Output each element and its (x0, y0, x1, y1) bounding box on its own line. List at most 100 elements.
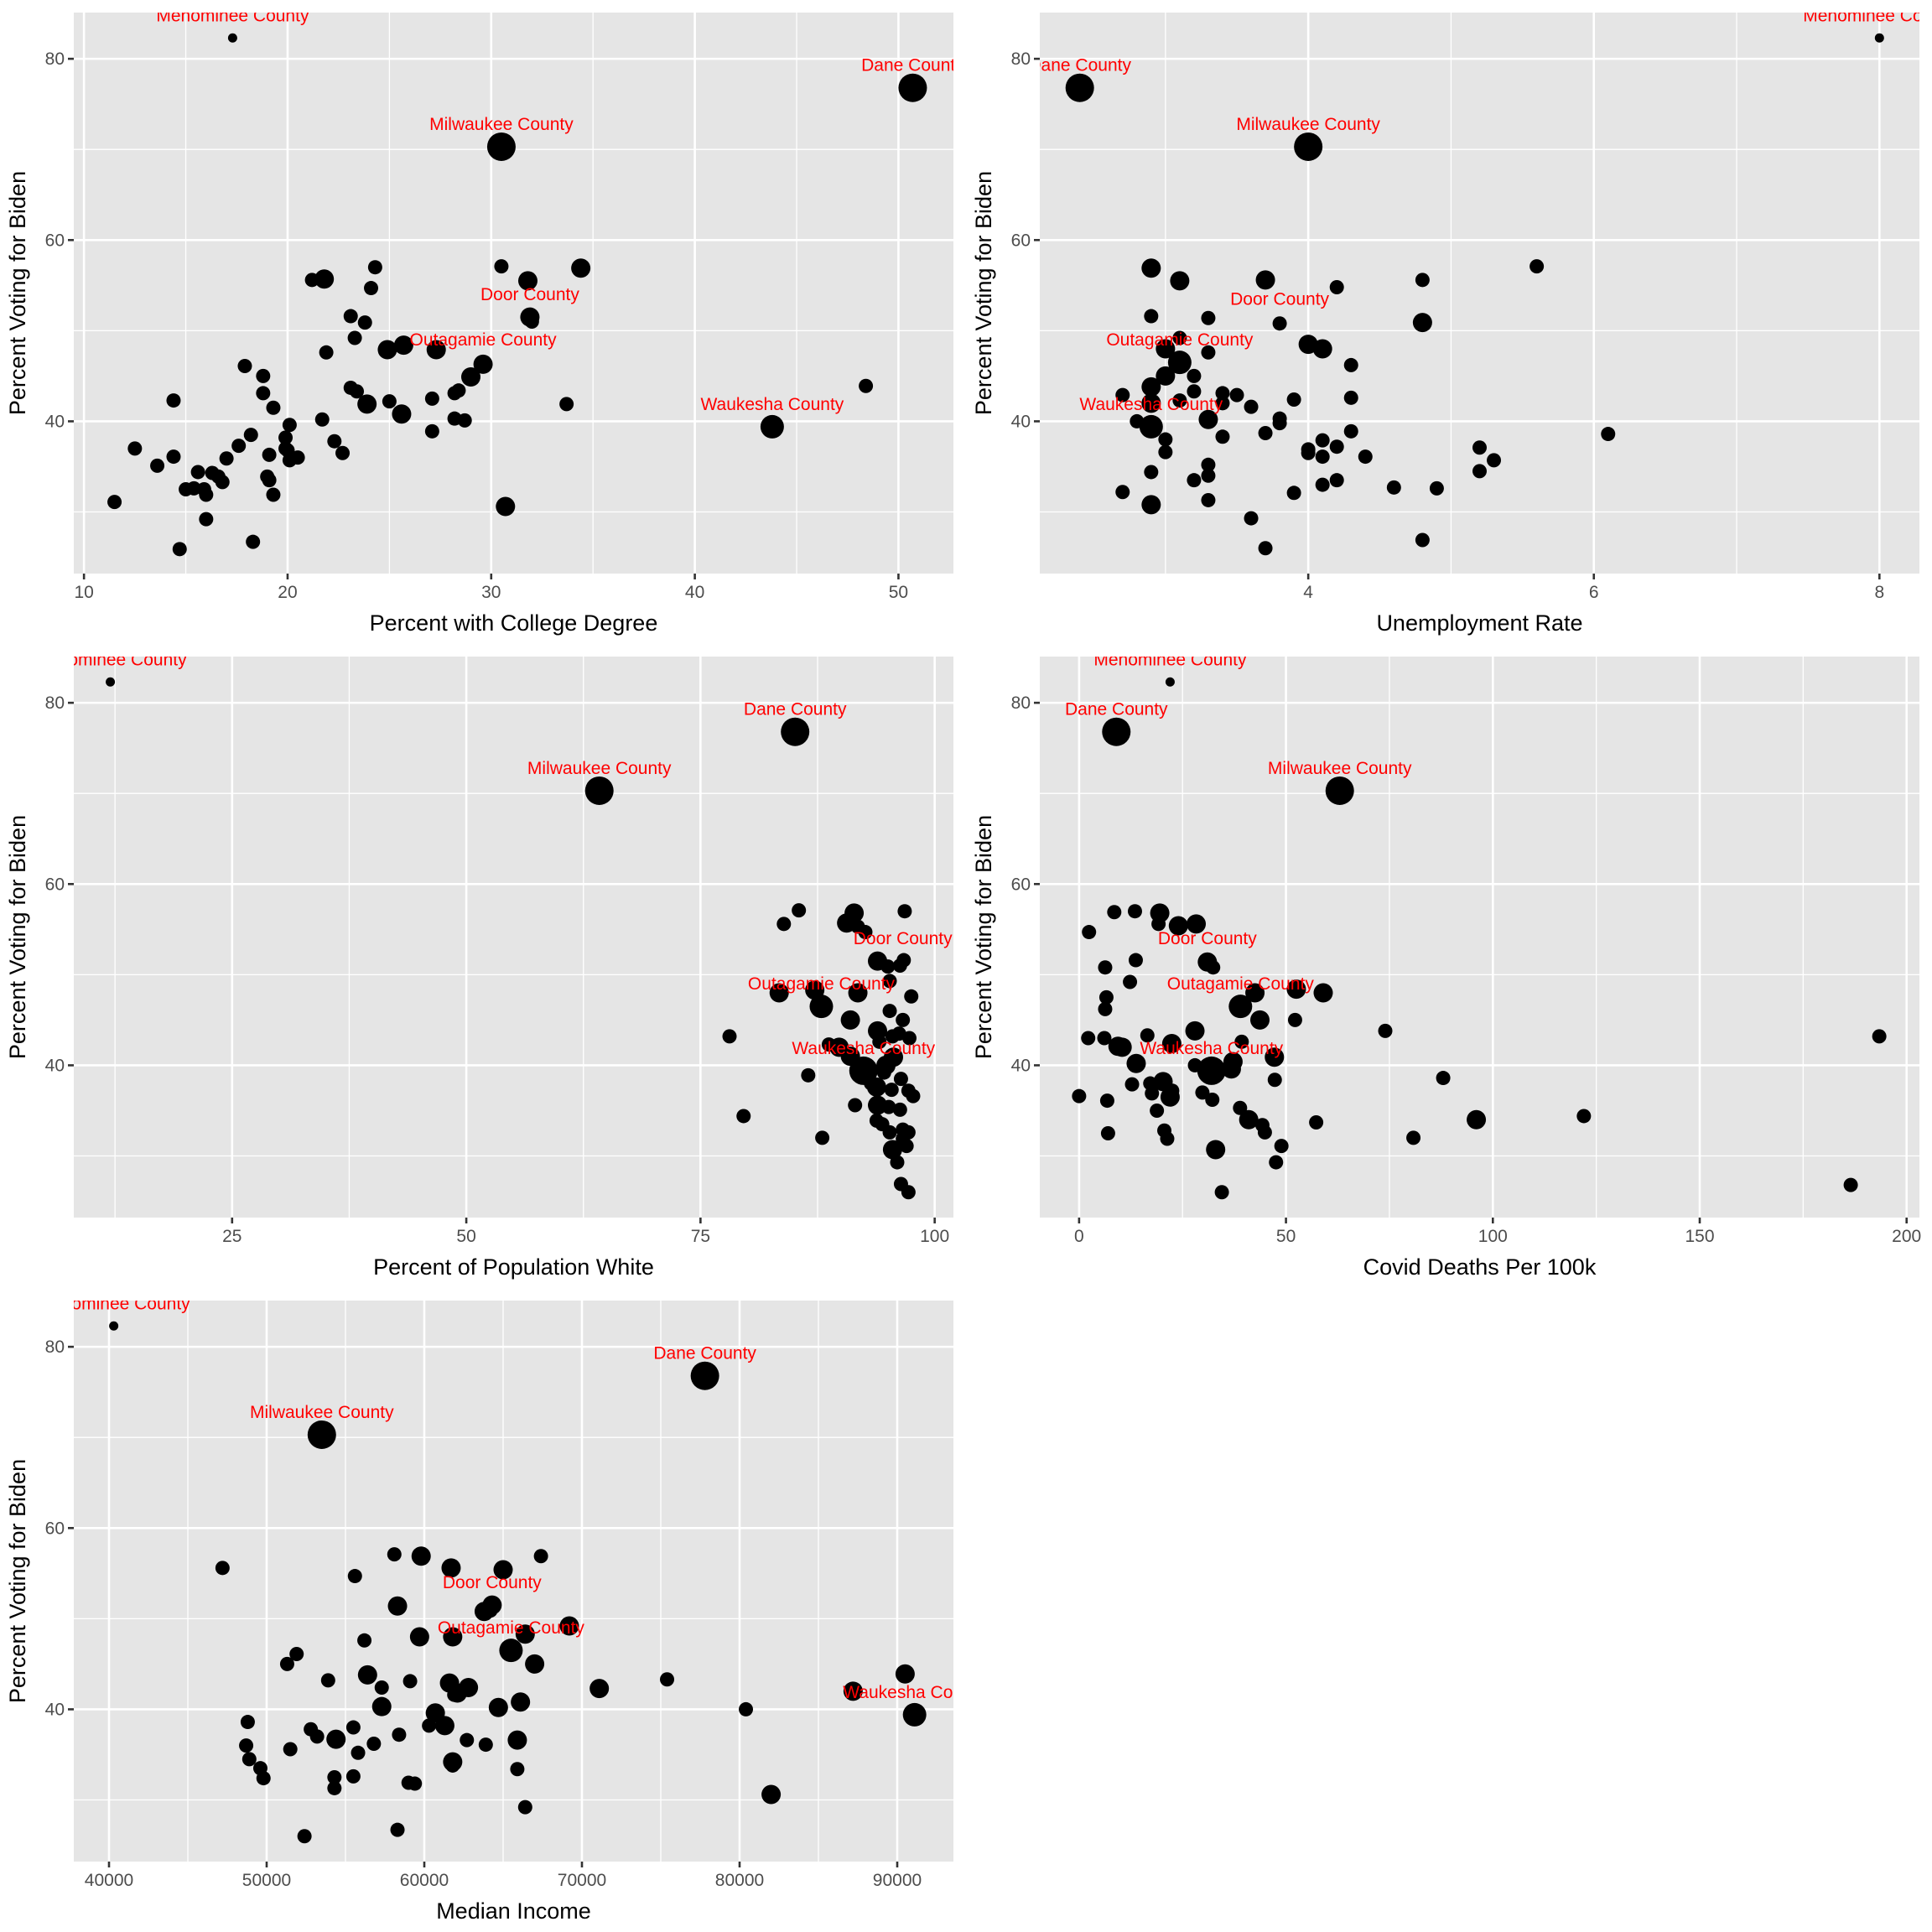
data-point (898, 73, 927, 102)
data-point (1205, 1092, 1220, 1107)
data-point (240, 1715, 255, 1730)
data-point (1267, 1072, 1282, 1088)
data-point (801, 1067, 816, 1083)
data-point (906, 1088, 921, 1104)
data-point (441, 1558, 461, 1578)
data-point (1436, 1071, 1451, 1086)
data-point (881, 1099, 896, 1114)
data-point (1150, 1103, 1165, 1118)
data-point (1201, 492, 1216, 507)
data-point (1244, 399, 1259, 414)
data-point (367, 260, 382, 275)
x-tick-label: 90000 (873, 1871, 922, 1890)
data-point (1272, 316, 1287, 331)
y-tick-label: 40 (45, 1056, 65, 1075)
county-label: Milwaukee County (1268, 759, 1412, 778)
data-point (1245, 983, 1265, 1003)
county-label: Outagamie County (748, 974, 896, 994)
data-point (1151, 917, 1166, 932)
plot-background (1040, 13, 1919, 574)
data-point (1274, 1139, 1289, 1154)
data-point (266, 487, 281, 502)
county-label: Outagamie County (410, 330, 558, 350)
data-point (1098, 960, 1113, 975)
data-point (314, 412, 330, 427)
data-point (1429, 480, 1444, 496)
data-point (882, 1124, 897, 1140)
data-point (1126, 1053, 1146, 1073)
data-point (488, 1697, 508, 1717)
data-point (792, 903, 807, 918)
data-point (1244, 511, 1259, 526)
data-point (239, 1738, 254, 1753)
data-point (1286, 392, 1301, 407)
data-point (809, 995, 834, 1019)
data-point (1165, 677, 1175, 687)
data-point (327, 434, 342, 449)
data-point (1185, 1021, 1205, 1041)
x-axis-title: Median Income (436, 1898, 591, 1924)
data-point (262, 447, 277, 462)
data-point (1197, 1056, 1226, 1085)
data-point (106, 677, 116, 687)
data-point (426, 340, 446, 360)
x-axis-title: Percent with College Degree (370, 610, 658, 636)
data-point (1378, 1023, 1393, 1038)
data-point (884, 1083, 899, 1098)
y-tick-label: 80 (45, 693, 65, 713)
data-point (1294, 132, 1323, 161)
data-point (1325, 776, 1354, 805)
data-point (231, 439, 247, 454)
x-tick-label: 0 (1074, 1227, 1084, 1246)
data-point (1098, 989, 1114, 1005)
data-point (1115, 387, 1130, 402)
data-point (443, 1627, 463, 1647)
data-point (859, 378, 874, 393)
data-point (1141, 258, 1161, 278)
data-point (387, 1547, 402, 1562)
data-point (496, 496, 516, 517)
points-layer (1072, 677, 1887, 1200)
data-point (350, 384, 365, 399)
data-point (1415, 273, 1430, 288)
data-point (722, 1029, 737, 1044)
data-point (347, 330, 362, 345)
points-layer (106, 677, 921, 1200)
data-point (904, 989, 919, 1004)
x-tick-label: 30 (481, 583, 501, 602)
data-point (1343, 357, 1358, 372)
data-point (1127, 904, 1142, 919)
y-axis-title: Percent Voting for Biden (5, 171, 30, 415)
data-point (1576, 1109, 1592, 1124)
y-axis-title: Percent Voting for Biden (5, 815, 30, 1059)
data-point (1156, 339, 1176, 359)
annotations-layer: Menominee County Dane County Milwaukee Cou… (74, 657, 953, 1058)
data-point (1287, 1012, 1302, 1027)
data-point (327, 1780, 342, 1795)
data-point (190, 465, 205, 480)
data-point (371, 1696, 392, 1716)
data-point (902, 1702, 927, 1727)
data-point (319, 345, 334, 360)
data-point (447, 1687, 462, 1702)
data-point (1329, 279, 1344, 294)
y-tick-label: 80 (45, 1337, 65, 1357)
data-point (1286, 979, 1306, 1000)
data-point (1201, 468, 1216, 483)
data-point (843, 1681, 863, 1701)
data-point (1239, 1109, 1259, 1130)
data-point (351, 1745, 366, 1760)
data-point (473, 354, 493, 374)
county-label: Door County (480, 285, 579, 304)
data-point (1065, 73, 1094, 102)
x-tick-label: 50 (456, 1227, 475, 1246)
x-tick-label: 50 (889, 583, 908, 602)
data-point (776, 917, 792, 932)
data-point (872, 1034, 887, 1049)
y-tick-label: 40 (45, 412, 65, 431)
data-point (1097, 1031, 1112, 1046)
data-point (1206, 960, 1221, 975)
data-point (166, 449, 181, 465)
data-point (533, 1549, 548, 1564)
